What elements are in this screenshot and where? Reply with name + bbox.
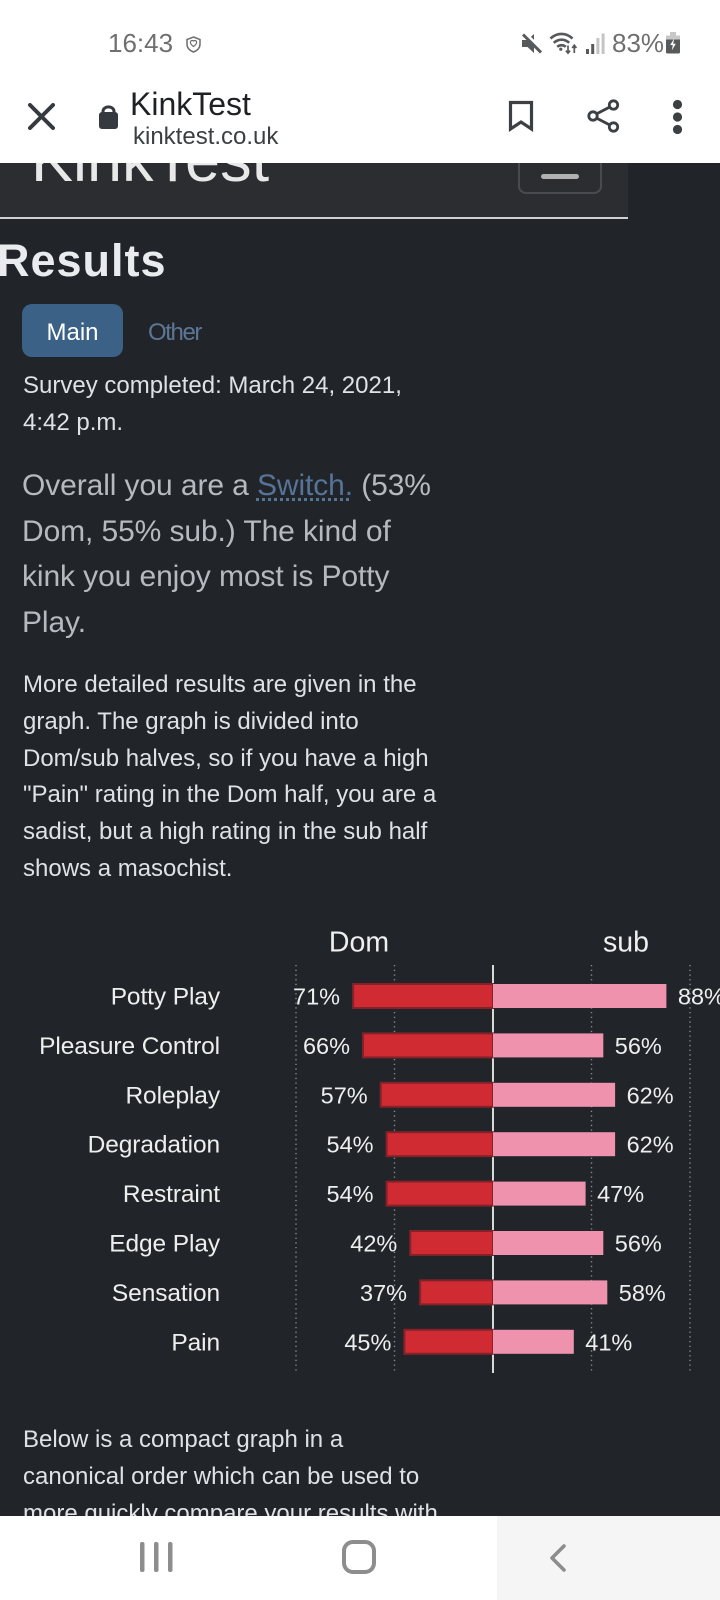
svg-text:56%: 56%	[615, 1231, 662, 1257]
svg-text:45%: 45%	[344, 1329, 391, 1355]
svg-text:56%: 56%	[615, 1033, 662, 1059]
svg-text:Pain: Pain	[171, 1329, 220, 1356]
svg-text:Pleasure Control: Pleasure Control	[39, 1033, 220, 1060]
svg-text:88%: 88%	[678, 984, 720, 1010]
svg-text:Dom: Dom	[329, 927, 389, 959]
svg-text:Sensation: Sensation	[112, 1280, 220, 1307]
svg-text:Degradation: Degradation	[88, 1132, 220, 1159]
svg-text:71%: 71%	[293, 984, 340, 1010]
svg-text:Restraint: Restraint	[123, 1181, 220, 1208]
svg-text:37%: 37%	[360, 1280, 407, 1306]
svg-text:66%: 66%	[303, 1033, 350, 1059]
svg-text:41%: 41%	[585, 1329, 632, 1355]
svg-text:Potty Play: Potty Play	[111, 984, 221, 1011]
svg-text:62%: 62%	[627, 1082, 674, 1108]
svg-text:Edge Play: Edge Play	[109, 1231, 221, 1258]
svg-text:47%: 47%	[597, 1181, 644, 1207]
svg-text:42%: 42%	[350, 1231, 397, 1257]
svg-text:sub: sub	[603, 927, 649, 959]
svg-text:57%: 57%	[321, 1082, 368, 1108]
svg-text:54%: 54%	[327, 1132, 374, 1158]
svg-text:62%: 62%	[627, 1132, 674, 1158]
svg-text:Roleplay: Roleplay	[125, 1082, 220, 1109]
svg-text:58%: 58%	[619, 1280, 666, 1306]
svg-text:54%: 54%	[327, 1181, 374, 1207]
